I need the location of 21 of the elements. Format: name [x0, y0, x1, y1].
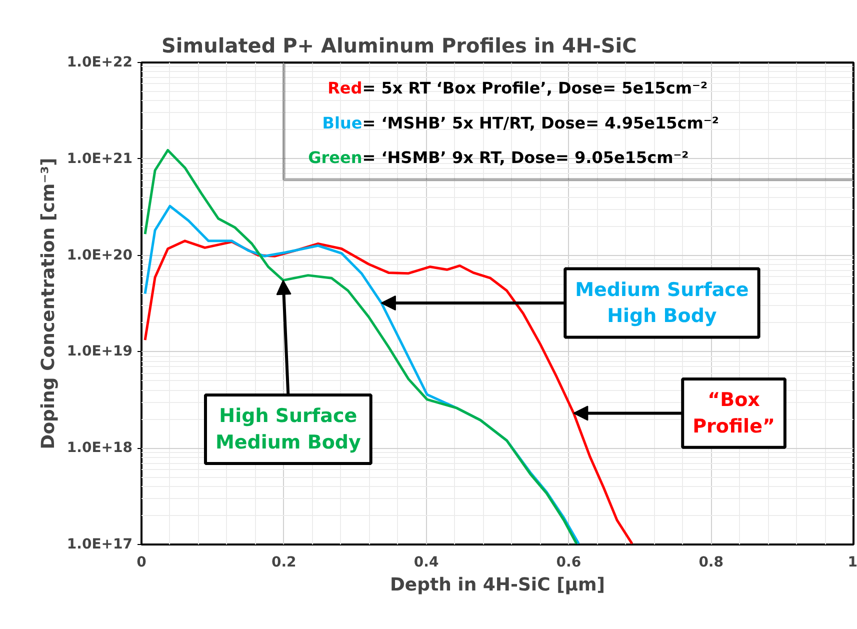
y-tick-label: 1.0E+22 — [66, 54, 132, 70]
y-tick-label: 1.0E+18 — [66, 440, 132, 456]
x-tick-label: 0.8 — [698, 554, 724, 570]
annotation: Medium Surface High Body — [575, 278, 749, 328]
y-axis-title: Doping Concentration [cm⁻³] — [38, 158, 59, 450]
annotation: Blue= ‘MSHB’ 5x HT/RT, Dose= 4.95e15cm⁻² — [322, 113, 719, 132]
x-tick-label: 0.6 — [556, 554, 582, 570]
y-tick-label: 1.0E+20 — [66, 247, 133, 264]
x-tick-label: 0.4 — [414, 554, 439, 570]
annotation: “Box Profile” — [692, 389, 775, 438]
y-tick-label: 1.0E+21 — [66, 150, 132, 167]
chart-title: Simulated P+ Aluminum Profiles in 4H-SiC — [162, 34, 637, 58]
annotation: High Surface Medium Body — [215, 405, 362, 454]
x-axis-title: Depth in 4H-SiC [µm] — [390, 574, 606, 596]
annotation: Red= 5x RT ‘Box Profile’, Dose= 5e15cm⁻² — [328, 78, 708, 98]
x-tick-label: 1 — [848, 554, 857, 570]
y-tick-label: 1.0E+17 — [66, 536, 132, 552]
x-tick-label: 0.2 — [272, 554, 296, 570]
annotation: Green= ‘HSMB’ 9x RT, Dose= 9.05e15cm⁻² — [308, 148, 689, 167]
y-tick-label: 1.0E+19 — [66, 344, 132, 360]
x-tick-label: 0 — [136, 554, 147, 570]
